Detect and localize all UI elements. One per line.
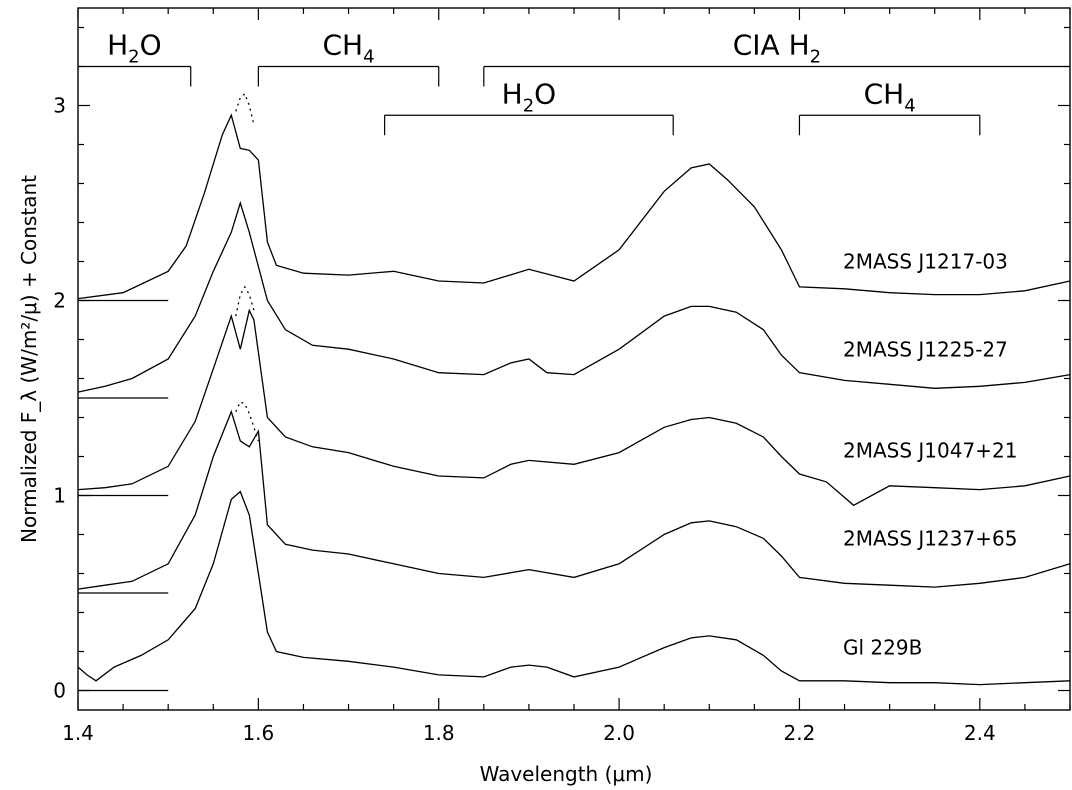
series-label: 2MASS J1217-03	[843, 250, 1008, 274]
band-label: H2O	[502, 77, 557, 116]
x-tick-label: 1.4	[62, 721, 94, 745]
series-label: Gl 229B	[843, 636, 922, 660]
x-tick-label: 2.4	[964, 721, 996, 745]
band-label: CIA H2	[733, 29, 821, 68]
x-tick-label: 2.2	[784, 721, 816, 745]
x-tick-label: 2.0	[603, 721, 635, 745]
axis-ticks	[77, 8, 1071, 710]
tick-labels: 1.4 1.6 1.8 2.0 2.2 2.4 0 1 2 3	[53, 94, 995, 746]
spectrum-line	[77, 409, 1071, 590]
band-label: CH4	[323, 29, 375, 68]
y-tick-label: 2	[53, 289, 66, 313]
y-tick-label: 3	[53, 94, 66, 118]
band-label: CH4	[864, 77, 916, 116]
series-label: 2MASS J1237+65	[843, 526, 1017, 550]
band-ch4-1: CH4	[257, 29, 440, 87]
x-axis-label: Wavelength (μm)	[480, 762, 653, 786]
series-label: 2MASS J1047+21	[843, 439, 1017, 463]
spectra-series: 2MASS J1217-03 2MASS J1225-27 2MASS J1047+…	[77, 92, 1071, 692]
spectrum-line	[77, 113, 1071, 300]
spectrum-line	[77, 308, 1071, 507]
band-label: H2O	[107, 29, 162, 68]
band-ch4-2: CH4	[798, 77, 981, 136]
series-3: 2MASS J1237+65	[77, 401, 1071, 594]
spectrum-dotted-peak	[235, 401, 260, 442]
x-tick-label: 1.6	[242, 721, 274, 745]
band-h2o-1: H2O	[78, 29, 192, 87]
series-1: 2MASS J1225-27	[77, 200, 1071, 399]
y-axis-label: Normalized F_λ (W/m²/μ) + Constant	[17, 175, 41, 543]
spectrum-line	[77, 200, 1071, 393]
series-label: 2MASS J1225-27	[843, 337, 1008, 361]
spectrum-line	[77, 490, 1071, 686]
series-2: 2MASS J1047+21	[77, 285, 1071, 507]
band-h2o-2: H2O	[384, 77, 674, 136]
y-tick-label: 0	[53, 679, 66, 703]
absorption-bands: H2O CH4 CIA H2 H2O CH4	[78, 29, 1070, 136]
series-4: Gl 229B	[77, 490, 1071, 692]
spectrum-dotted-peak	[235, 92, 255, 126]
x-tick-label: 1.8	[423, 721, 455, 745]
spectrum-dotted-peak	[235, 285, 255, 317]
y-tick-label: 1	[53, 484, 66, 508]
series-0: 2MASS J1217-03	[77, 92, 1071, 302]
band-cia-h2: CIA H2	[483, 29, 1070, 87]
